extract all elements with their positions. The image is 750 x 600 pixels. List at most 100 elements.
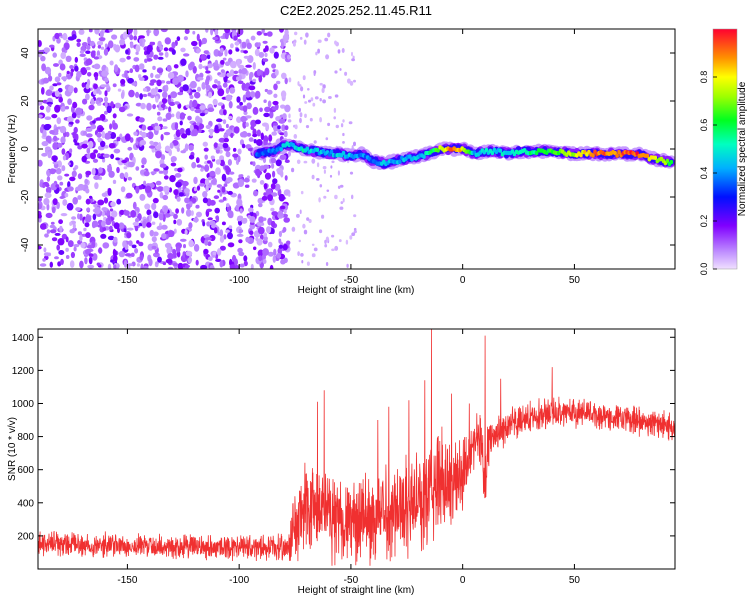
heatmap-cell bbox=[237, 179, 245, 187]
heatmap-cell bbox=[67, 240, 74, 248]
heatmap-cell bbox=[201, 82, 206, 90]
heatmap-cell bbox=[220, 60, 225, 65]
heatmap-cell bbox=[167, 266, 174, 269]
heatmap-cell bbox=[89, 40, 95, 47]
heatmap-cell bbox=[74, 142, 80, 146]
heatmap-cell bbox=[172, 249, 177, 257]
heatmap-cell bbox=[123, 166, 128, 170]
heatmap-cell bbox=[156, 225, 163, 231]
heatmap-cell bbox=[241, 41, 247, 49]
heatmap-cell bbox=[342, 141, 345, 144]
heatmap-cell bbox=[65, 255, 70, 259]
heatmap-cell bbox=[49, 44, 55, 48]
heatmap-cell bbox=[75, 207, 81, 212]
heatmap-cell bbox=[157, 256, 162, 263]
heatmap-cell bbox=[175, 129, 181, 138]
spectrogram-y-tick-label: 0 bbox=[20, 146, 31, 152]
heatmap-cell bbox=[309, 117, 313, 122]
heatmap-cell bbox=[45, 135, 52, 144]
heatmap-cell bbox=[38, 245, 42, 250]
heatmap-cell bbox=[235, 48, 240, 52]
heatmap-cell bbox=[209, 264, 215, 269]
heatmap-cell bbox=[330, 165, 333, 169]
heatmap-cell bbox=[75, 186, 82, 192]
heatmap-cell bbox=[277, 210, 284, 217]
heatmap-cell bbox=[208, 256, 213, 262]
heatmap-cell bbox=[334, 245, 339, 251]
heatmap-cell bbox=[269, 47, 275, 54]
heatmap-cell bbox=[253, 246, 257, 251]
heatmap-cell bbox=[104, 90, 108, 97]
heatmap-cell bbox=[53, 135, 58, 142]
heatmap-cell bbox=[185, 209, 192, 217]
heatmap-cell bbox=[273, 93, 278, 99]
heatmap-cell bbox=[109, 60, 114, 66]
heatmap-cell bbox=[222, 119, 227, 125]
heatmap-cell bbox=[226, 177, 233, 183]
heatmap-cell bbox=[325, 262, 329, 266]
heatmap-cell bbox=[269, 264, 274, 269]
heatmap-cell bbox=[213, 227, 218, 234]
heatmap-cell bbox=[286, 240, 291, 245]
heatmap-cell bbox=[179, 112, 185, 120]
heatmap-cell bbox=[126, 113, 134, 117]
heatmap-cell bbox=[228, 49, 233, 55]
heatmap-cell bbox=[87, 36, 91, 44]
heatmap-cell bbox=[267, 217, 273, 226]
heatmap-cell bbox=[71, 216, 77, 220]
heatmap-cell bbox=[44, 116, 52, 120]
heatmap-cell bbox=[59, 181, 64, 186]
heatmap-cell bbox=[100, 140, 106, 148]
colorbar-tick-label: 0.6 bbox=[699, 119, 709, 132]
heatmap-cell bbox=[77, 213, 80, 220]
heatmap-cell bbox=[171, 49, 176, 55]
snr-y-ticks: 200 400 600 800 1000 1200 1400 bbox=[12, 333, 675, 542]
heatmap-cell bbox=[64, 105, 70, 110]
heatmap-cell bbox=[94, 75, 98, 81]
heatmap-cell bbox=[227, 115, 233, 120]
heatmap-cell bbox=[250, 35, 256, 41]
heatmap-cell bbox=[183, 53, 190, 57]
heatmap-cell bbox=[159, 163, 167, 168]
heatmap-cell bbox=[271, 106, 278, 111]
heatmap-cell bbox=[215, 167, 221, 175]
heatmap-cell bbox=[159, 191, 164, 199]
heatmap-cell bbox=[145, 57, 153, 62]
heatmap-cell bbox=[279, 147, 284, 152]
heatmap-cell bbox=[139, 193, 146, 201]
heatmap-cell bbox=[227, 159, 232, 166]
heatmap-cell bbox=[212, 36, 219, 41]
heatmap-cell bbox=[313, 247, 318, 252]
heatmap-cell bbox=[174, 167, 179, 172]
heatmap-cell bbox=[204, 164, 210, 172]
heatmap-cell bbox=[247, 215, 251, 219]
heatmap-cell bbox=[227, 242, 235, 248]
heatmap-cell bbox=[43, 252, 51, 257]
heatmap-cell bbox=[272, 178, 278, 185]
heatmap-cell bbox=[192, 99, 198, 108]
heatmap-cell bbox=[205, 29, 209, 33]
heatmap-cell bbox=[197, 76, 204, 81]
heatmap-cell bbox=[168, 106, 172, 113]
heatmap-cell bbox=[188, 144, 194, 151]
heatmap-cell bbox=[38, 49, 44, 54]
heatmap-cell bbox=[177, 167, 183, 173]
heatmap-cell bbox=[279, 132, 285, 136]
heatmap-cell bbox=[317, 48, 320, 54]
heatmap-cell bbox=[143, 180, 147, 186]
heatmap-cell bbox=[58, 250, 65, 255]
heatmap-cell bbox=[353, 79, 356, 83]
heatmap-cell bbox=[252, 62, 256, 70]
heatmap-cell bbox=[85, 93, 90, 101]
heatmap-cell bbox=[209, 170, 216, 177]
heatmap-cell bbox=[238, 69, 243, 74]
heatmap-cell bbox=[156, 79, 162, 87]
heatmap-cell bbox=[173, 219, 177, 225]
heatmap-cell bbox=[325, 137, 329, 141]
heatmap-cell bbox=[146, 44, 153, 53]
heatmap-cell bbox=[226, 203, 230, 208]
heatmap-cell bbox=[54, 104, 61, 113]
heatmap-cell bbox=[254, 48, 260, 57]
heatmap-cell bbox=[161, 233, 167, 240]
heatmap-cell bbox=[265, 151, 269, 156]
